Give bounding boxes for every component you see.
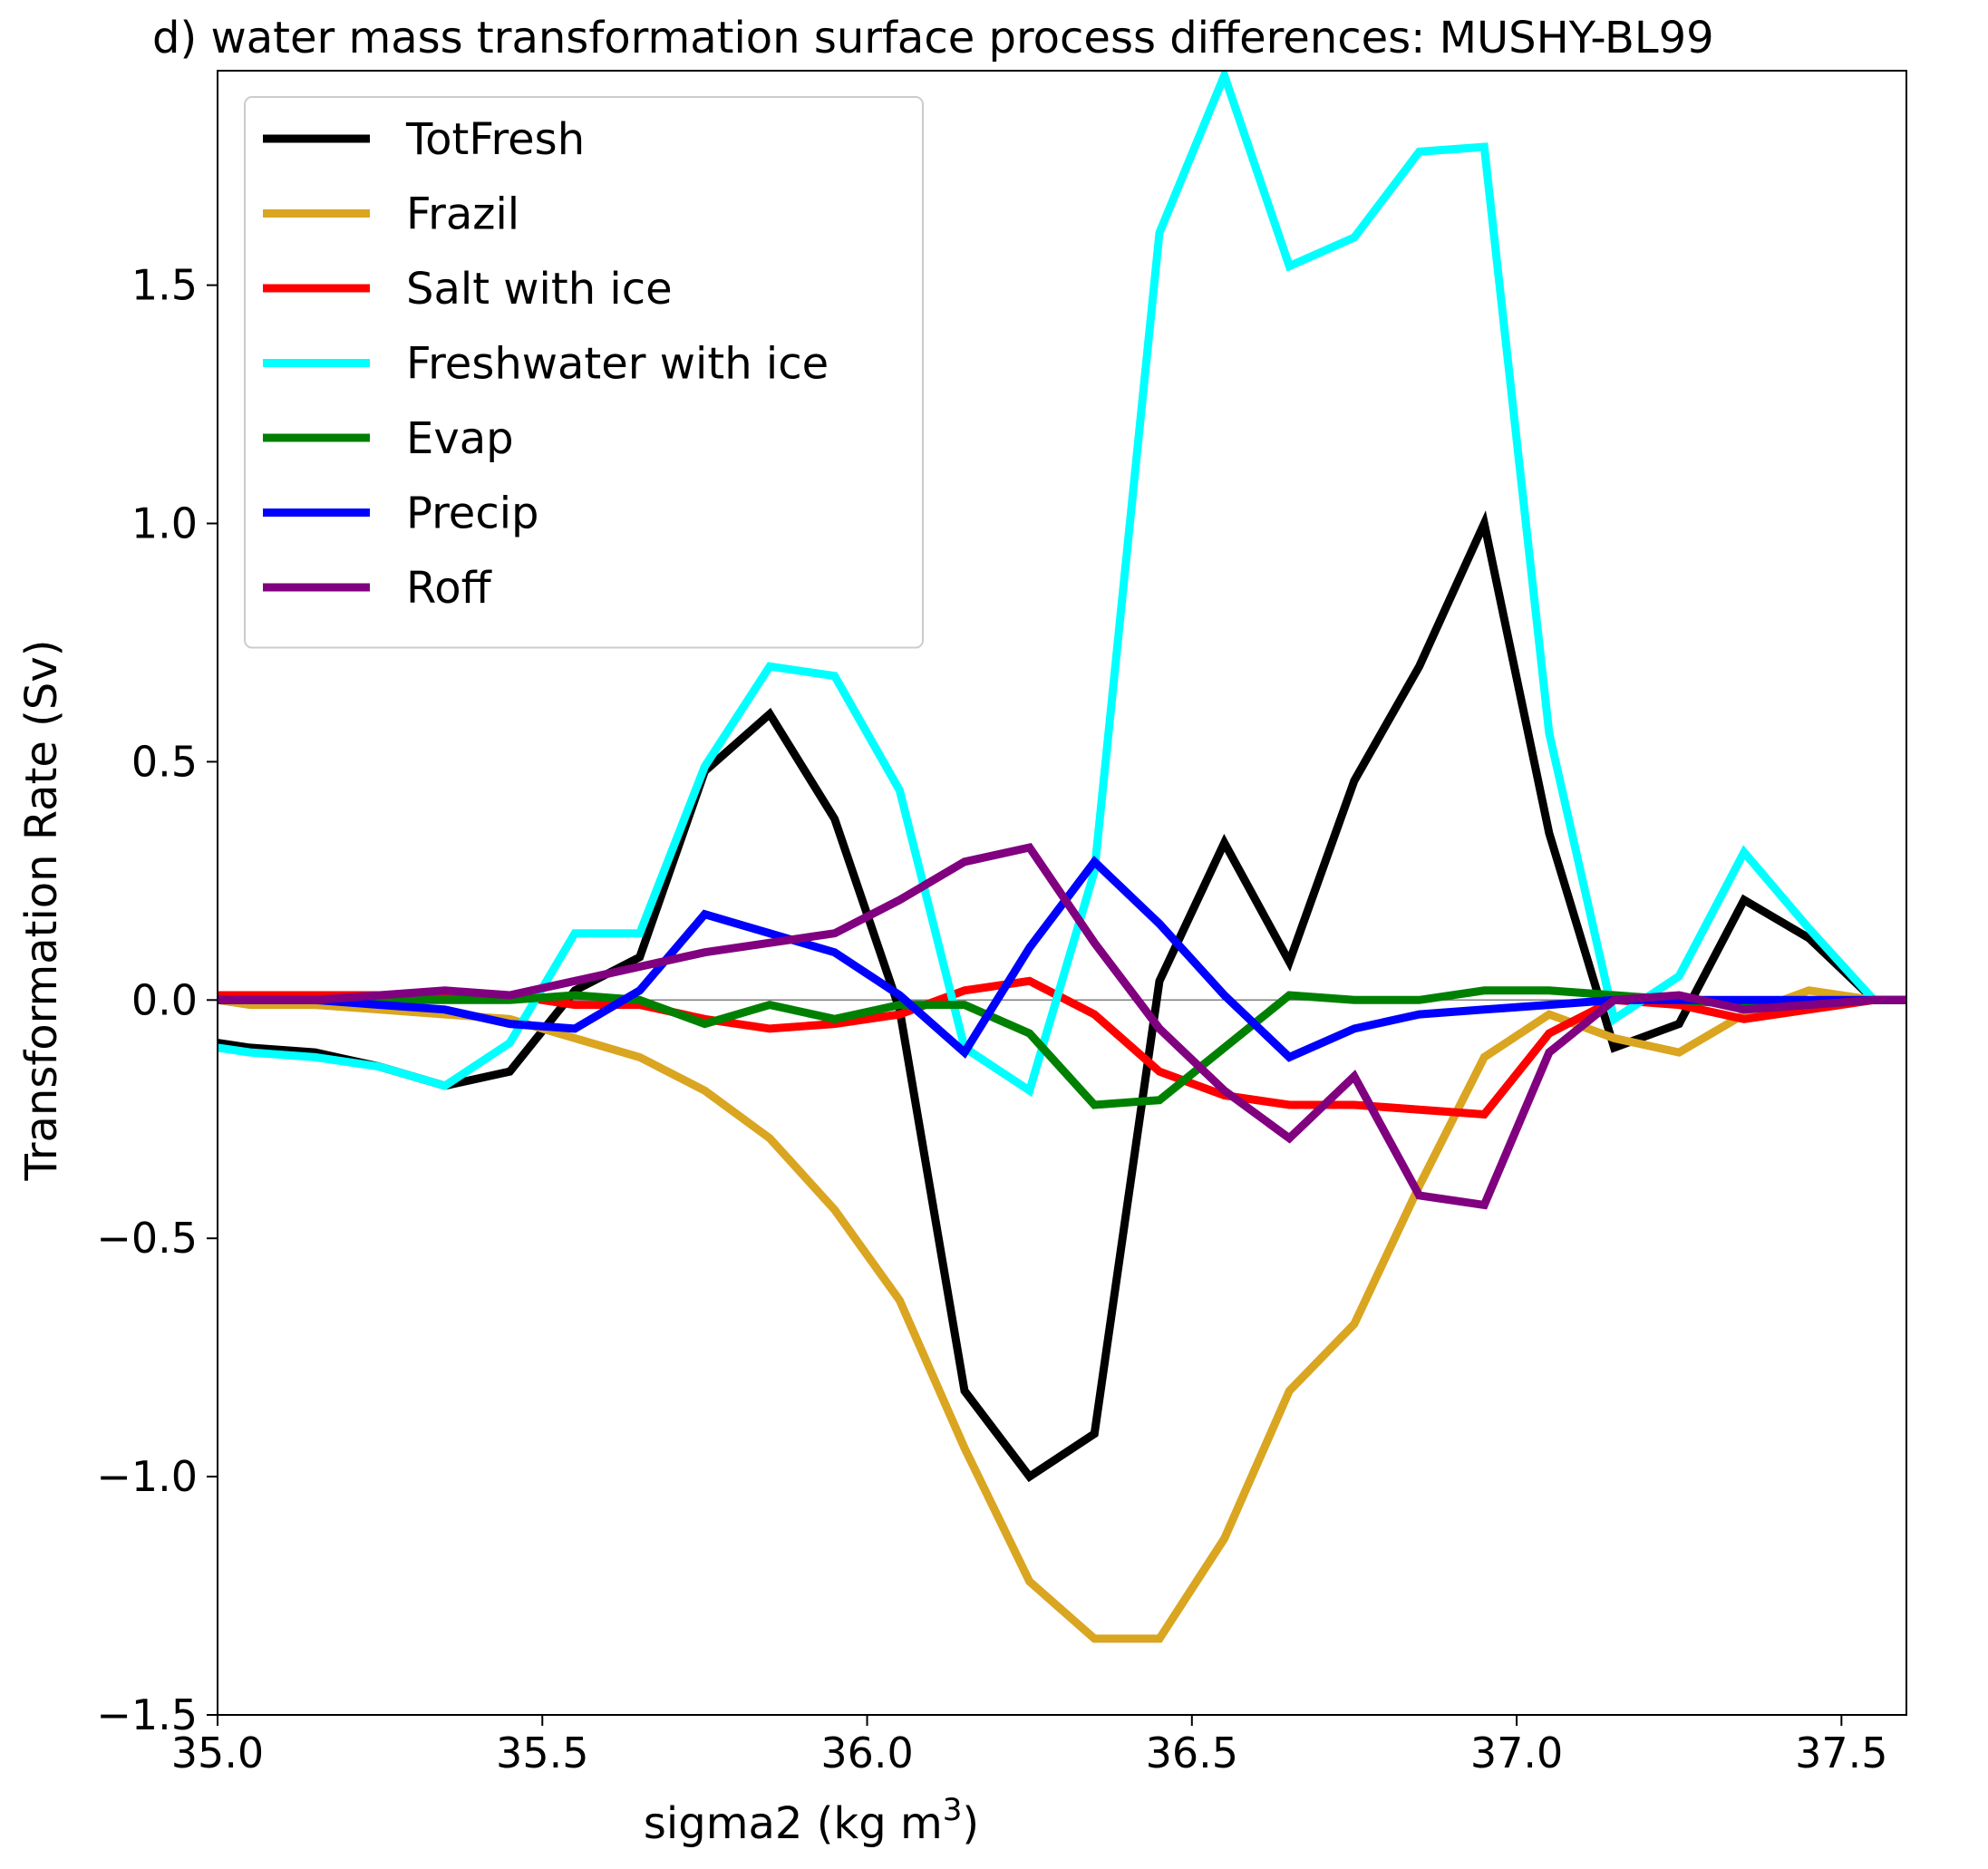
x-tick-label: 35.5 [496, 1729, 588, 1777]
y-tick-label: −1.0 [96, 1452, 198, 1501]
series-lines [218, 71, 1906, 1643]
x-axis-label-superscript: 3 [943, 1792, 963, 1828]
x-axis-label: sigma2 (kg m3) [644, 1792, 979, 1849]
x-tick-label: 35.0 [171, 1729, 264, 1777]
y-tick-label: 1.5 [131, 261, 198, 310]
x-tick-label: 37.5 [1795, 1729, 1887, 1777]
series-line-roff [218, 842, 1906, 1210]
y-tick-label: −1.5 [96, 1690, 198, 1739]
legend-box [244, 96, 924, 649]
legend-label-totfresh: TotFresh [405, 114, 585, 165]
y-tick-label: −0.5 [96, 1214, 198, 1263]
legend-label-roff: Roff [406, 563, 492, 614]
series-line-frazil [218, 986, 1906, 1643]
y-tick-label: 0.5 [131, 737, 198, 786]
x-axis-label-text: sigma2 (kg m [644, 1798, 943, 1849]
legend-label-salt-with-ice: Salt with ice [406, 264, 673, 315]
chart-title: d) water mass transformation surface pro… [152, 13, 1714, 63]
legend-label-precip: Precip [406, 489, 539, 539]
plot-area [218, 71, 1906, 1643]
x-tick-label: 36.0 [820, 1729, 913, 1777]
axes: 35.0 35.5 36.0 36.5 37.0 37.5 −1.5 −1.0 −0.5 0.0 0… [96, 70, 1907, 1777]
x-tick-label: 37.0 [1470, 1729, 1563, 1777]
plot-frame [217, 70, 1907, 1716]
legend: TotFresh Frazil Salt with ice Freshwater wi… [244, 96, 924, 649]
legend-label-frazil: Frazil [406, 189, 519, 240]
y-axis-label: Transformation Rate (Sv) [16, 639, 67, 1181]
legend-label-freshwater-with-ice: Freshwater with ice [406, 339, 829, 390]
x-tick-label: 36.5 [1146, 1729, 1238, 1777]
legend-label-evap: Evap [406, 413, 514, 464]
x-axis-label-close: ) [962, 1798, 979, 1849]
y-tick-label: 1.0 [131, 499, 198, 548]
y-tick-label: 0.0 [131, 975, 198, 1024]
series-line-totfresh [218, 510, 1906, 1483]
